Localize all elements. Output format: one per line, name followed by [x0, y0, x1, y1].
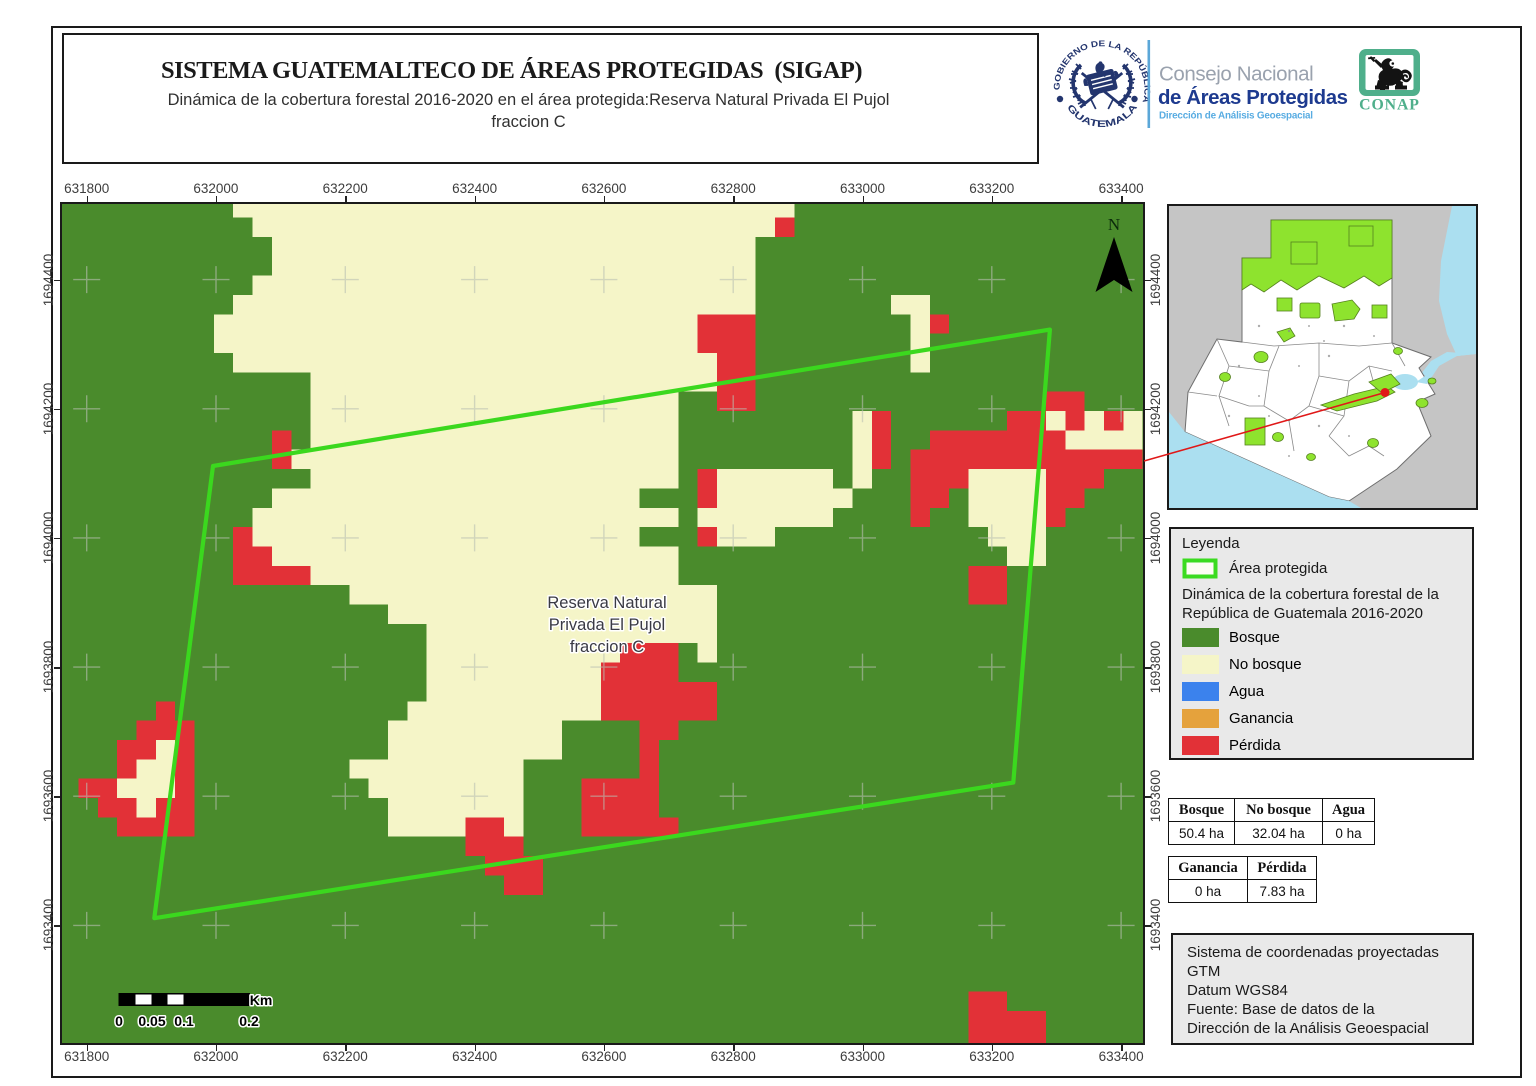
svg-text:Dirección de Análisis Geoespac: Dirección de Análisis Geoespacial	[1159, 111, 1313, 122]
svg-text:de Áreas Protegidas: de Áreas Protegidas	[1158, 86, 1348, 109]
svg-text:0.1: 0.1	[174, 1013, 194, 1029]
svg-text:0: 0	[115, 1013, 123, 1029]
svg-text:Reserva Natural: Reserva Natural	[547, 594, 666, 612]
svg-text:0.2: 0.2	[239, 1013, 259, 1029]
svg-text:GUATEMALA: GUATEMALA	[1065, 101, 1139, 129]
svg-text:N: N	[1108, 215, 1120, 234]
svg-text:Consejo Nacional: Consejo Nacional	[1159, 63, 1313, 86]
svg-text:Km: Km	[250, 992, 273, 1008]
svg-text:fraccion C: fraccion C	[570, 638, 644, 656]
svg-text:Privada El Pujol: Privada El Pujol	[549, 616, 665, 634]
svg-text:CONAP: CONAP	[1359, 97, 1420, 114]
svg-text:0.05: 0.05	[138, 1013, 165, 1029]
